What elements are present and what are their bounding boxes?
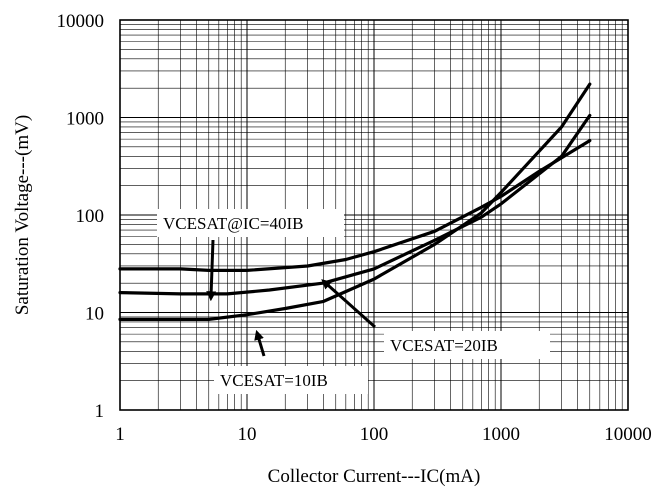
series-line-3 bbox=[118, 82, 592, 321]
annotation-arrow bbox=[321, 279, 376, 329]
y-tick-labels: 1 10 100 1000 10000 bbox=[57, 11, 105, 422]
x-tick-label: 100 bbox=[360, 424, 389, 445]
annotation-box bbox=[384, 331, 550, 359]
plot-frame bbox=[119, 19, 629, 411]
series-line-2 bbox=[118, 113, 592, 296]
annotation-box bbox=[214, 366, 368, 394]
annotation-arrow bbox=[206, 239, 217, 302]
y-tick-label: 1 bbox=[95, 401, 105, 422]
annotation-3: VCESAT=10IB bbox=[214, 329, 368, 394]
annotation-arrow bbox=[254, 329, 266, 357]
x-tick-labels: 1 10 100 1000 10000 bbox=[115, 424, 652, 445]
series-line-1 bbox=[118, 139, 592, 272]
annotation-label: VCESAT=20IB bbox=[390, 336, 498, 355]
y-tick-label: 1000 bbox=[66, 109, 104, 130]
series-group bbox=[118, 82, 592, 321]
y-axis-title: Saturation Voltage---(mV) bbox=[12, 115, 33, 315]
annotation-label: VCESAT@IC=40IB bbox=[163, 214, 303, 233]
x-tick-label: 10 bbox=[238, 424, 257, 445]
y-tick-label: 10 bbox=[85, 304, 104, 325]
x-tick-label: 10000 bbox=[604, 424, 652, 445]
x-tick-label: 1000 bbox=[482, 424, 520, 445]
annotation-2: VCESAT=20IB bbox=[321, 279, 550, 359]
annotation-label: VCESAT=10IB bbox=[220, 371, 328, 390]
y-tick-label: 10000 bbox=[57, 11, 105, 32]
y-tick-label: 100 bbox=[76, 206, 105, 227]
x-axis-title: Collector Current---IC(mA) bbox=[268, 466, 481, 487]
annotation-box bbox=[157, 209, 344, 237]
annotations-group: VCESAT@IC=40IB VCESAT=20IB VCESAT=10IB bbox=[157, 209, 550, 394]
annotation-1: VCESAT@IC=40IB bbox=[157, 209, 344, 302]
x-tick-label: 1 bbox=[115, 424, 125, 445]
